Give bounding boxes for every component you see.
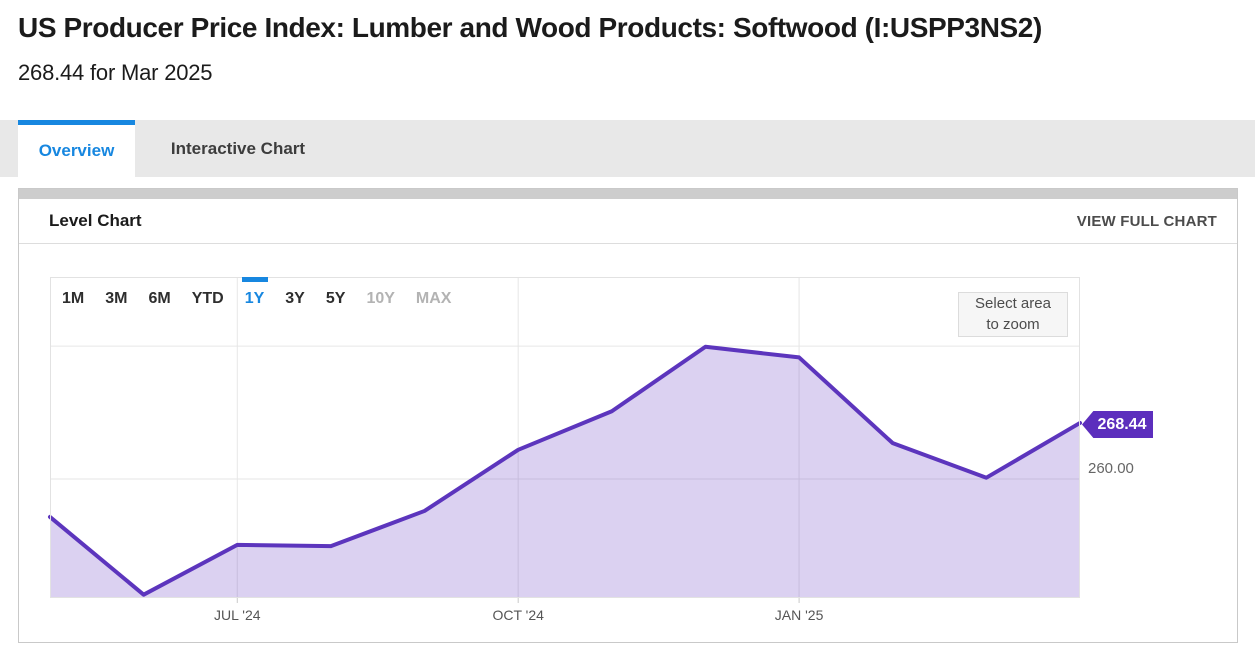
- range-button-ytd[interactable]: YTD: [191, 290, 224, 307]
- last-value-badge: 268.44: [1082, 411, 1153, 438]
- y-axis-right-label: 260.00: [1088, 460, 1134, 477]
- range-button-3m[interactable]: 3M: [105, 290, 128, 307]
- chart-region: 1M 3M 6M YTD 1Y 3Y 5Y 10Y MAX Select area to zoo…: [19, 244, 1237, 642]
- level-chart-plot[interactable]: [48, 277, 1082, 603]
- plot-border: [50, 277, 1080, 598]
- active-range-indicator: [242, 277, 268, 282]
- view-full-chart-button[interactable]: VIEW FULL CHART: [1076, 212, 1217, 230]
- price-line: [48, 344, 1082, 597]
- range-button-1m[interactable]: 1M: [62, 290, 85, 307]
- price-area-fill: [50, 346, 1080, 598]
- select-area-to-zoom-label-line1: Select area: [975, 295, 1051, 312]
- range-button-5y[interactable]: 5Y: [325, 290, 346, 307]
- page-title: US Producer Price Index: Lumber and Wood…: [18, 12, 1042, 43]
- x-axis-label: JAN '25: [774, 607, 824, 623]
- select-area-to-zoom-label-line2: to zoom: [986, 316, 1040, 333]
- range-button-3y[interactable]: 3Y: [285, 290, 305, 307]
- level-chart-panel: Level Chart VIEW FULL CHART 1M 3M 6M YTD 1Y 3…: [18, 188, 1238, 643]
- x-axis-label: OCT '24: [492, 607, 544, 623]
- select-area-to-zoom-button[interactable]: Select area to zoom: [958, 292, 1068, 337]
- tab-overview[interactable]: Overview: [18, 120, 135, 177]
- range-button-max: MAX: [415, 290, 452, 307]
- panel-title: Level Chart: [49, 211, 142, 230]
- panel-top-scrollbar: [19, 189, 1237, 199]
- panel-header: Level Chart VIEW FULL CHART: [19, 199, 1237, 244]
- x-axis-label: JUL '24: [214, 607, 261, 623]
- range-button-6m[interactable]: 6M: [148, 290, 171, 307]
- page-subtitle: 268.44 for Mar 2025: [18, 60, 213, 85]
- tab-bar: Overview Interactive Chart: [0, 120, 1255, 177]
- range-selector: 1M 3M 6M YTD 1Y 3Y 5Y 10Y MAX: [62, 289, 472, 309]
- range-button-10y: 10Y: [366, 290, 395, 307]
- tab-interactive-chart[interactable]: Interactive Chart: [170, 138, 306, 158]
- range-button-1y[interactable]: 1Y: [244, 290, 265, 307]
